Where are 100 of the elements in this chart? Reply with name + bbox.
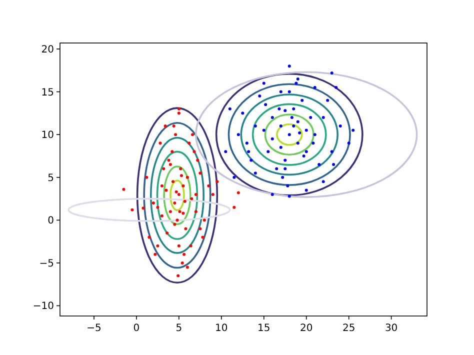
point bbox=[188, 142, 191, 145]
x-tick-label: 10 bbox=[215, 323, 228, 334]
point bbox=[309, 116, 312, 119]
point bbox=[201, 236, 204, 239]
point bbox=[164, 124, 167, 128]
point bbox=[286, 184, 290, 188]
point bbox=[275, 167, 278, 170]
point bbox=[162, 167, 166, 170]
point bbox=[250, 158, 253, 162]
point bbox=[177, 107, 180, 110]
point bbox=[160, 214, 164, 218]
point bbox=[262, 82, 266, 85]
y-tick-label: 15 bbox=[41, 87, 54, 98]
point bbox=[304, 150, 308, 154]
point bbox=[278, 107, 281, 110]
point bbox=[288, 64, 291, 68]
point bbox=[186, 266, 189, 269]
point bbox=[189, 244, 192, 248]
point bbox=[298, 131, 302, 134]
y-tick-label: 0 bbox=[48, 216, 54, 227]
point bbox=[174, 133, 178, 136]
point bbox=[173, 222, 176, 226]
point bbox=[167, 158, 170, 162]
point bbox=[180, 174, 183, 178]
point bbox=[224, 150, 228, 154]
point bbox=[202, 218, 206, 222]
point bbox=[330, 71, 334, 74]
point bbox=[228, 107, 232, 110]
point bbox=[334, 86, 338, 89]
point bbox=[294, 82, 298, 85]
point bbox=[178, 210, 182, 214]
point bbox=[284, 167, 287, 170]
point bbox=[180, 261, 184, 264]
point bbox=[194, 192, 198, 196]
point bbox=[304, 128, 308, 132]
point bbox=[211, 192, 214, 196]
point bbox=[264, 103, 268, 106]
point bbox=[296, 120, 300, 124]
point bbox=[177, 112, 180, 115]
point bbox=[172, 124, 176, 128]
point bbox=[152, 202, 155, 205]
point bbox=[332, 163, 336, 166]
y-tick-label: 20 bbox=[41, 44, 54, 56]
point bbox=[254, 124, 257, 128]
point bbox=[302, 154, 306, 158]
point bbox=[166, 231, 169, 234]
point bbox=[296, 77, 300, 80]
point bbox=[198, 227, 202, 230]
point bbox=[158, 142, 162, 145]
point bbox=[262, 128, 266, 132]
point bbox=[142, 206, 145, 210]
point bbox=[154, 252, 157, 256]
point bbox=[168, 163, 172, 166]
point bbox=[232, 176, 236, 179]
point bbox=[145, 176, 148, 179]
y-tick-label: 10 bbox=[41, 130, 54, 142]
point bbox=[292, 107, 296, 110]
point bbox=[313, 133, 316, 136]
point bbox=[156, 244, 160, 248]
point bbox=[347, 142, 350, 145]
point bbox=[190, 197, 194, 200]
point bbox=[284, 158, 287, 162]
point bbox=[247, 150, 250, 154]
point bbox=[270, 116, 274, 119]
x-tick-label: 20 bbox=[300, 323, 313, 334]
point bbox=[164, 188, 168, 192]
point bbox=[177, 244, 180, 248]
point bbox=[279, 90, 282, 94]
point bbox=[322, 180, 325, 184]
point bbox=[122, 188, 126, 191]
point bbox=[174, 190, 178, 194]
point bbox=[184, 227, 188, 230]
point bbox=[173, 202, 176, 205]
point bbox=[177, 192, 180, 196]
point bbox=[168, 210, 172, 214]
point bbox=[313, 86, 316, 89]
point bbox=[318, 163, 321, 166]
point bbox=[183, 200, 186, 203]
point bbox=[312, 142, 315, 145]
point bbox=[326, 98, 330, 102]
point bbox=[258, 94, 262, 98]
point bbox=[182, 212, 185, 215]
point bbox=[179, 167, 182, 170]
point bbox=[266, 150, 270, 154]
y-tick-label: −10 bbox=[32, 301, 54, 312]
point bbox=[216, 180, 219, 184]
x-tick-label: 15 bbox=[258, 323, 270, 334]
point bbox=[196, 158, 200, 162]
point bbox=[290, 116, 294, 119]
point bbox=[170, 150, 174, 154]
point bbox=[300, 98, 304, 102]
point bbox=[241, 112, 244, 115]
x-tick-label: 0 bbox=[133, 323, 140, 334]
point bbox=[330, 150, 334, 154]
x-tick-label: −5 bbox=[86, 323, 102, 334]
point bbox=[156, 206, 160, 209]
point bbox=[194, 210, 198, 214]
point bbox=[254, 172, 257, 175]
point bbox=[284, 109, 287, 112]
y-tick-label: −5 bbox=[39, 258, 54, 270]
